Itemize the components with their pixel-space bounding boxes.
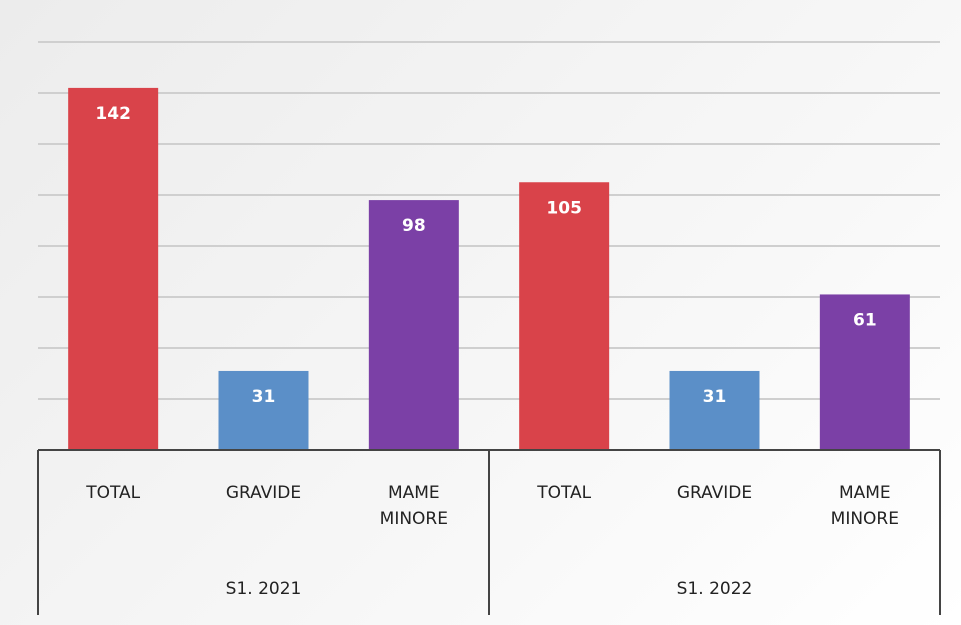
bar [669, 370, 760, 450]
x-tick-label: TOTAL [86, 483, 141, 503]
bar [819, 294, 910, 450]
x-tick-label: GRAVIDE [676, 483, 753, 503]
bar [218, 370, 309, 450]
x-tick-label: GRAVIDE [225, 483, 302, 503]
x-tick-label: MAME MINORE [379, 483, 448, 529]
data-label: 98 [402, 216, 426, 236]
data-label: 61 [853, 310, 877, 330]
data-label: 105 [546, 198, 582, 218]
data-label: 31 [252, 387, 276, 407]
x-tick-label: MAME MINORE [830, 483, 899, 529]
bar [368, 200, 459, 450]
group-label: S1. 2021 [225, 579, 302, 599]
bar [519, 182, 610, 450]
x-tick-label: TOTAL [537, 483, 592, 503]
group-label: S1. 2022 [676, 579, 753, 599]
data-label: 31 [703, 387, 727, 407]
data-label: 142 [95, 104, 131, 124]
bar [68, 87, 159, 451]
